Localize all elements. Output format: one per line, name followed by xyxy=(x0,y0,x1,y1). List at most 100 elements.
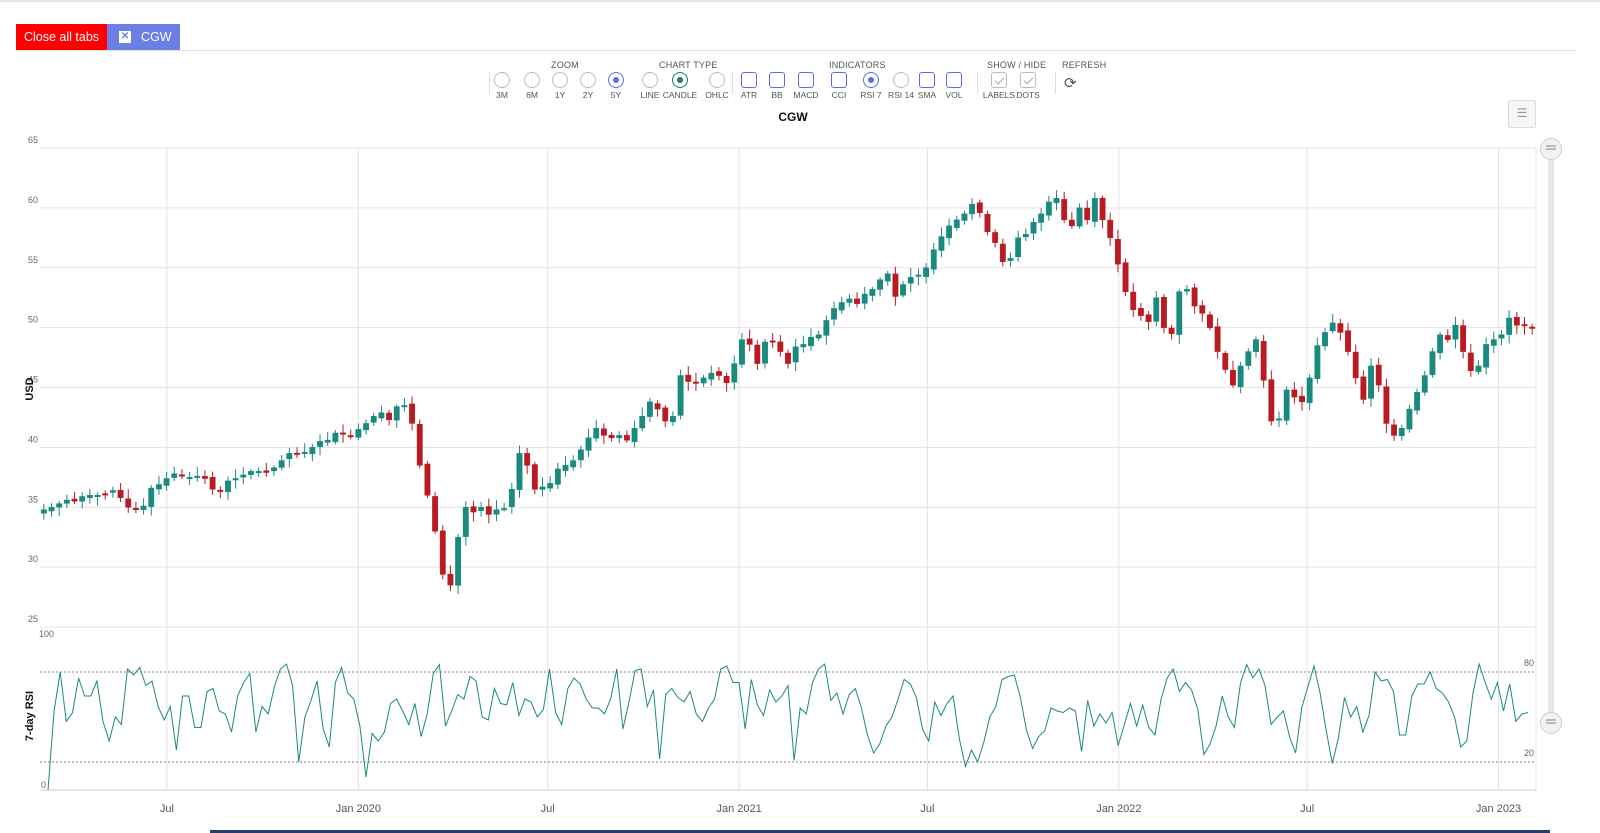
chart-type-ohlc[interactable]: OHLC xyxy=(697,72,737,100)
candle-body xyxy=(271,467,277,472)
x-tick-label: Jul xyxy=(160,803,174,815)
refresh-icon[interactable]: ⟳ xyxy=(1064,75,1077,92)
vertical-scrollbar[interactable] xyxy=(1548,140,1554,722)
candle-body xyxy=(662,407,669,422)
candle-body xyxy=(823,320,830,336)
candle-body xyxy=(347,435,354,438)
chart-type-candle[interactable]: CANDLE xyxy=(660,72,700,100)
zoom-option-6m[interactable]: 6M xyxy=(512,72,552,100)
candle-body xyxy=(1452,324,1459,340)
candle-body xyxy=(884,273,891,282)
separator xyxy=(732,72,733,94)
candle-body xyxy=(1099,197,1106,221)
candle-body xyxy=(386,412,393,421)
y-tick-label: 65 xyxy=(28,135,38,145)
indicator-cci[interactable]: CCI xyxy=(819,72,859,100)
scroll-handle-bottom[interactable] xyxy=(1540,712,1562,734)
candle-body xyxy=(570,460,577,468)
candle-body xyxy=(263,470,270,473)
x-tick-label: Jul xyxy=(920,803,934,815)
candle-body xyxy=(838,302,845,311)
candle-body xyxy=(1207,314,1213,328)
indicator-vol[interactable]: VOL xyxy=(934,72,974,100)
radio-icon xyxy=(709,72,725,88)
candle-body xyxy=(209,477,216,490)
candle-body xyxy=(808,336,814,347)
indicator-atr[interactable]: ATR xyxy=(729,72,769,100)
candle-body xyxy=(48,507,55,512)
candle-body xyxy=(1322,332,1328,347)
candle-body xyxy=(999,243,1006,263)
candle-body xyxy=(1483,344,1490,368)
candle-body xyxy=(355,429,362,438)
checkbox-checked-icon xyxy=(1020,72,1036,88)
zoom-option-2y[interactable]: 2Y xyxy=(568,72,608,100)
chart-type-line[interactable]: LINE xyxy=(630,72,670,100)
tab-cgw[interactable]: ✕ CGW xyxy=(107,24,180,50)
candle-body xyxy=(1160,296,1167,328)
candle-body xyxy=(501,508,508,511)
zoom-option-1y[interactable]: 1Y xyxy=(540,72,580,100)
candle-body xyxy=(1345,330,1351,352)
indicator-macd[interactable]: MACD xyxy=(786,72,826,100)
candle-body xyxy=(393,406,400,421)
candle-body xyxy=(639,415,646,429)
bottom-navigator[interactable] xyxy=(210,830,1550,833)
tab-bar: Close all tabs ✕ CGW xyxy=(16,24,180,50)
candle-body xyxy=(846,298,853,303)
candle-body xyxy=(416,424,423,466)
candle-body xyxy=(1283,389,1290,421)
top-border xyxy=(0,0,1600,2)
indicator-bb[interactable]: BB xyxy=(757,72,797,100)
candle-body xyxy=(600,428,607,436)
candle-body xyxy=(478,507,485,511)
close-all-tabs-button[interactable]: Close all tabs xyxy=(16,24,108,50)
checkbox-icon xyxy=(798,72,814,88)
menu-icon[interactable]: ☰ xyxy=(1508,100,1536,128)
candle-body xyxy=(117,490,124,498)
radio-selected-icon xyxy=(672,72,688,88)
candle-body xyxy=(716,371,722,376)
x-tick-label: Jan 2020 xyxy=(336,803,381,815)
zoom-option-3m[interactable]: 3M xyxy=(482,72,522,100)
show-labels-toggle[interactable]: LABELS xyxy=(979,72,1019,100)
candle-body xyxy=(1076,207,1083,227)
rsi-level-label: 80 xyxy=(1524,658,1534,668)
candle-body xyxy=(186,477,193,480)
refresh-title: REFRESH xyxy=(1062,60,1107,70)
candle-body xyxy=(531,464,538,490)
candle-body xyxy=(616,435,623,439)
candle-body xyxy=(447,573,454,586)
candle-body xyxy=(1045,201,1052,216)
candle-body xyxy=(278,460,285,468)
y-tick-label: 50 xyxy=(28,315,38,325)
candle-body xyxy=(1153,297,1160,322)
candle-body xyxy=(1306,377,1313,404)
x-tick-label: Jul xyxy=(541,803,555,815)
candle-body xyxy=(785,352,791,364)
candle-body xyxy=(562,465,569,471)
candle-body xyxy=(332,432,339,443)
indicator-rsi-7[interactable]: RSI 7 xyxy=(851,72,891,100)
tab-divider xyxy=(16,50,1576,51)
candle-body xyxy=(1145,314,1152,322)
candle-body xyxy=(685,374,692,382)
show-dots-toggle[interactable]: DOTS xyxy=(1008,72,1048,100)
candle-body xyxy=(470,506,477,513)
candle-body xyxy=(976,202,983,213)
scroll-handle-top[interactable] xyxy=(1540,138,1562,160)
candle-body xyxy=(1421,375,1428,393)
candle-body xyxy=(1398,427,1405,437)
candle-body xyxy=(915,274,922,277)
indicator-rsi-14[interactable]: RSI 14 xyxy=(881,72,921,100)
candle-body xyxy=(554,468,561,485)
candle-body xyxy=(1107,219,1114,239)
y-tick-label: 55 xyxy=(28,255,38,265)
zoom-option-5y[interactable]: 5Y xyxy=(596,72,636,100)
separator xyxy=(977,72,978,94)
indicator-sma[interactable]: SMA xyxy=(907,72,947,100)
candle-body xyxy=(654,403,661,410)
candle-body xyxy=(40,509,47,514)
close-icon[interactable]: ✕ xyxy=(119,31,132,43)
